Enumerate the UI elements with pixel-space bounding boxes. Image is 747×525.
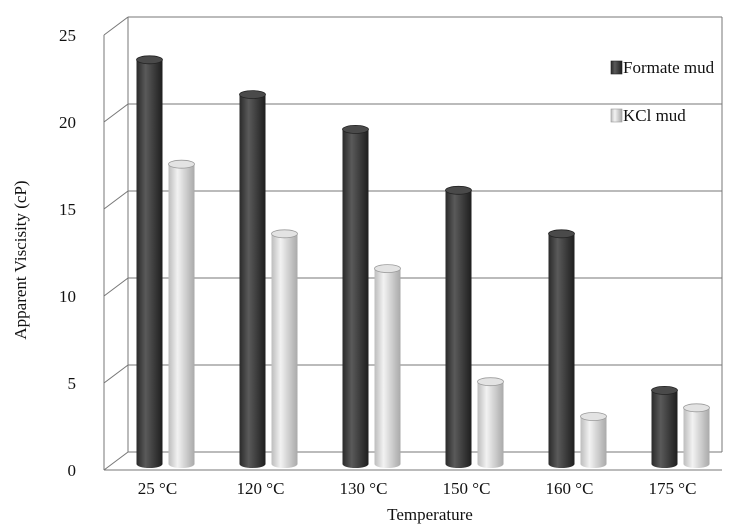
bar xyxy=(651,385,678,468)
y-tick-label: 20 xyxy=(59,113,76,132)
legend-item: Formate mud xyxy=(610,58,715,77)
y-tick-label: 0 xyxy=(68,461,77,480)
bar xyxy=(548,229,575,468)
legend-swatch xyxy=(610,108,623,123)
bar-top xyxy=(168,159,195,169)
bar-base xyxy=(651,460,678,468)
bar xyxy=(374,264,401,468)
bar-base xyxy=(342,460,369,468)
x-tick-label: 150 °C xyxy=(443,479,491,498)
bar-body xyxy=(445,190,472,465)
gridline-depth xyxy=(103,451,129,471)
bar-body xyxy=(651,390,678,464)
legend-item: KCl mud xyxy=(610,106,686,125)
bar-body xyxy=(548,233,575,464)
bar-body xyxy=(477,381,504,464)
bar-base xyxy=(136,460,163,468)
bar-base xyxy=(548,460,575,468)
gridline-depth xyxy=(103,277,129,297)
legend-swatch xyxy=(610,60,623,75)
bar xyxy=(445,185,472,468)
bar-body xyxy=(239,94,266,464)
bar-body xyxy=(342,129,369,464)
y-tick-label: 10 xyxy=(59,287,76,306)
y-tick-label: 5 xyxy=(68,374,77,393)
plot-frame xyxy=(103,17,723,471)
bar-body xyxy=(271,233,298,464)
bar xyxy=(342,124,369,468)
x-axis-ticks: 25 °C 120 °C 130 °C 150 °C 160 °C 175 °C xyxy=(138,479,697,498)
bar-base xyxy=(271,460,298,468)
bar xyxy=(683,403,710,468)
bar xyxy=(136,55,163,468)
y-axis-ticks: 0 5 10 15 20 25 xyxy=(59,26,76,480)
gridlines xyxy=(103,16,722,471)
legend: Formate mud KCl mud xyxy=(610,58,715,125)
legend-label: KCl mud xyxy=(623,106,686,125)
gridline-depth xyxy=(103,364,129,384)
bar-base xyxy=(168,460,195,468)
y-tick-label: 25 xyxy=(59,26,76,45)
bar-body xyxy=(683,407,710,464)
bar xyxy=(239,90,266,468)
bar xyxy=(580,412,607,468)
gridline-depth xyxy=(103,16,129,36)
bar-base xyxy=(445,460,472,468)
bar-body xyxy=(136,59,163,465)
x-tick-label: 160 °C xyxy=(546,479,594,498)
gridline-depth xyxy=(103,103,129,123)
bar-top xyxy=(136,55,163,65)
x-tick-label: 25 °C xyxy=(138,479,177,498)
bar-base xyxy=(239,460,266,468)
bar-top xyxy=(683,403,710,413)
bar-base xyxy=(374,460,401,468)
bar xyxy=(168,159,195,468)
bar-body xyxy=(374,268,401,464)
bar-top xyxy=(239,90,266,99)
x-tick-label: 130 °C xyxy=(340,479,388,498)
x-tick-label: 120 °C xyxy=(237,479,285,498)
bar-top xyxy=(580,412,607,421)
bar-top xyxy=(445,185,472,195)
y-axis-label: Apparent Viscisity (cP) xyxy=(11,180,30,339)
bar-base xyxy=(477,460,504,468)
gridline-depth xyxy=(103,190,129,210)
bar-top xyxy=(374,264,401,274)
bar-body xyxy=(580,416,607,464)
bar-body xyxy=(168,164,195,464)
bar-top xyxy=(477,377,504,387)
bar xyxy=(477,377,504,468)
y-tick-label: 15 xyxy=(59,200,76,219)
bar xyxy=(271,229,298,468)
bar-top xyxy=(548,229,575,239)
bar-base xyxy=(580,460,607,468)
bar-base xyxy=(683,460,710,468)
x-tick-label: 175 °C xyxy=(649,479,697,498)
bar-top xyxy=(342,124,369,134)
bars xyxy=(136,55,710,468)
legend-label: Formate mud xyxy=(623,58,715,77)
bar-top xyxy=(651,385,678,395)
bar-top xyxy=(271,229,298,239)
x-axis-label: Temperature xyxy=(387,505,473,524)
